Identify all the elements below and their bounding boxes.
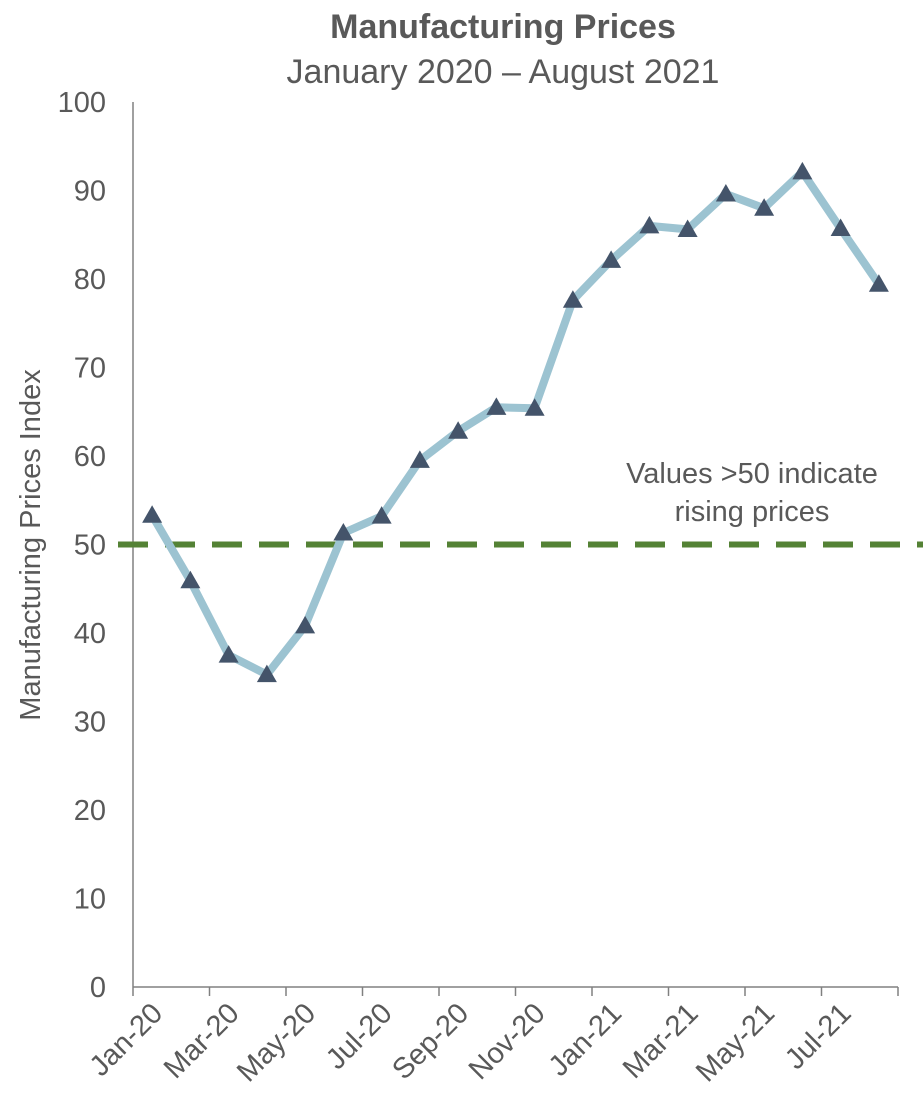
data-point-marker [639,215,660,234]
data-point-marker [180,570,201,589]
series-line [148,167,883,679]
series-group [148,167,883,679]
y-tick-label: 50 [74,530,106,562]
y-tick-label: 90 [74,176,106,208]
annotation-line-2: rising prices [675,496,830,528]
data-point-marker [601,250,622,268]
x-tick-label: May-20 [231,997,322,1088]
y-tick-label: 0 [90,972,106,1004]
data-point-marker [562,290,583,308]
y-tick-label: 10 [74,884,106,916]
data-point-markers [142,161,889,683]
y-tick-label: 30 [74,707,106,739]
y-tick-label: 20 [74,795,106,827]
x-tick-label: Sep-20 [386,997,475,1086]
data-point-marker [754,198,775,216]
data-point-marker [868,274,889,292]
y-tick-label: 60 [74,441,106,473]
data-point-marker [830,218,851,237]
y-tick-label: 70 [74,353,106,385]
x-tick-label: Mar-21 [617,997,705,1085]
y-tick-label: 80 [74,264,106,296]
x-tick-label: Jan-21 [543,997,628,1082]
data-point-marker [409,450,430,468]
x-tick-label: Jan-20 [84,997,169,1082]
data-point-marker [295,615,316,634]
chart-title: Manufacturing Prices [330,8,676,46]
data-point-marker [142,505,163,523]
x-axis: Jan-20Mar-20May-20Jul-20Sep-20Nov-20Jan-… [84,986,899,1088]
x-tick-label: May-21 [690,997,781,1088]
data-point-marker [524,398,545,416]
data-point-marker [677,219,698,237]
data-point-marker [448,421,469,439]
x-tick-label: Nov-20 [463,997,552,1086]
data-point-marker [715,184,736,202]
data-point-marker [371,506,392,524]
chart-subtitle: January 2020 – August 2021 [287,53,720,91]
y-tick-label: 40 [74,618,106,650]
y-tick-label: 100 [58,87,106,119]
data-point-marker [333,522,354,541]
x-tick-label: Jul-21 [779,997,857,1075]
x-tick-label: Mar-20 [158,997,246,1085]
data-point-marker [486,397,507,415]
y-axis-label: Manufacturing Prices Index [15,369,47,721]
annotation-line-1: Values >50 indicate [626,458,878,490]
y-tick-labels: 0 10 20 30 40 50 60 70 80 90 100 [58,87,106,1004]
data-point-marker [218,645,239,663]
data-point-marker [256,664,277,683]
data-point-marker [792,161,813,180]
